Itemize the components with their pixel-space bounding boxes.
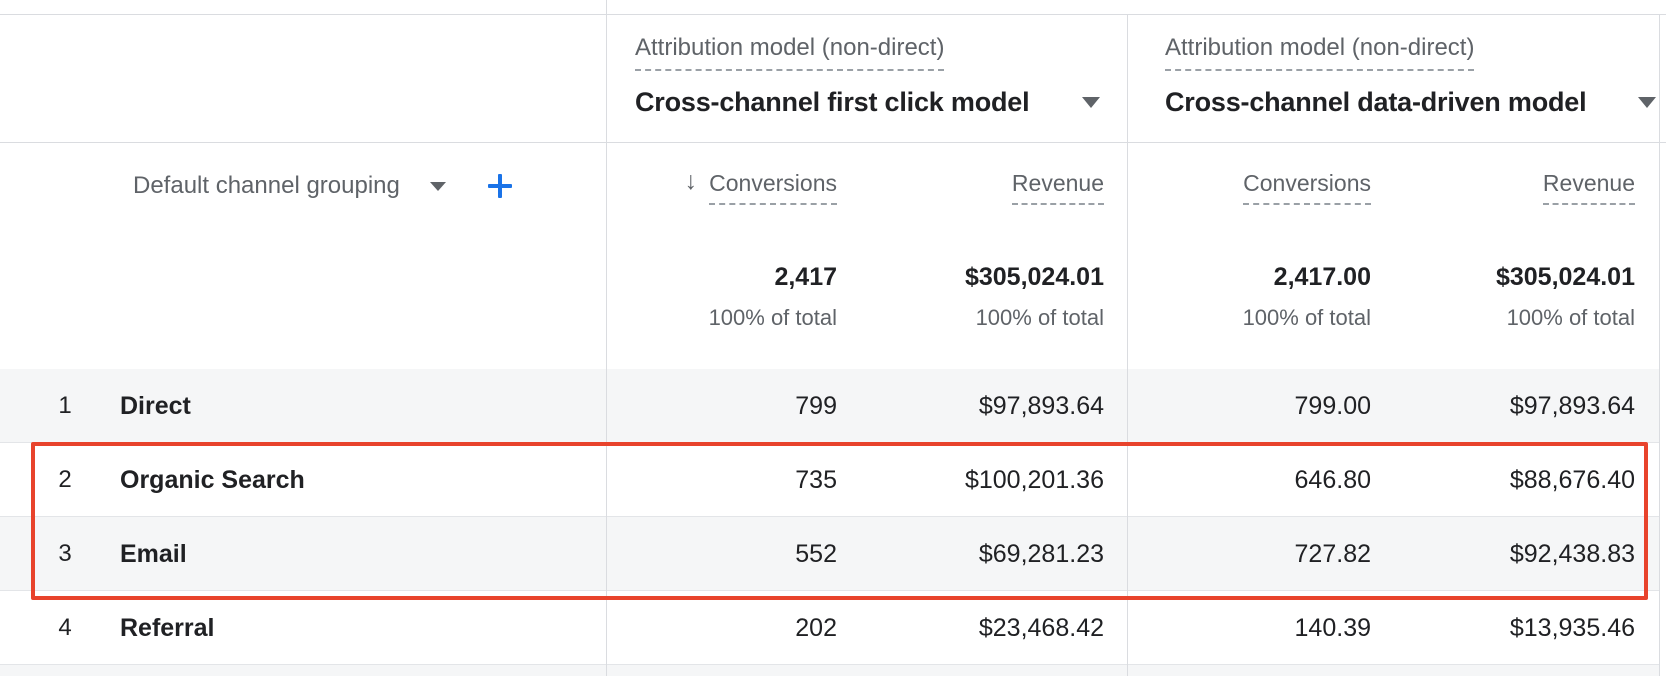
channel-grouping-selector[interactable]: Default channel grouping xyxy=(133,172,514,200)
chevron-down-icon[interactable] xyxy=(429,181,446,191)
attribution-section-data-driven: Attribution model (non-direct) Cross-cha… xyxy=(1165,34,1656,118)
channel-name: Direct xyxy=(120,392,191,420)
table-row: 3 Email 552 $69,281.23 727.82 $92,438.83 xyxy=(0,517,1666,591)
cell-conversions-first-click: 202 xyxy=(795,614,837,642)
total-percent: 100% of total xyxy=(1242,305,1371,330)
model-selector-data-driven[interactable]: Cross-channel data-driven model xyxy=(1165,87,1656,118)
column-header-label: Revenue xyxy=(1542,170,1635,205)
cell-conversions-data-driven: 646.80 xyxy=(1294,466,1371,494)
column-header-revenue-first-click[interactable]: Revenue xyxy=(1011,170,1104,205)
attribution-model-label[interactable]: Attribution model (non-direct) xyxy=(1165,34,1475,71)
channel-name: Organic Search xyxy=(120,466,305,494)
cell-conversions-first-click: 552 xyxy=(795,540,837,568)
cell-conversions-data-driven: 727.82 xyxy=(1294,540,1371,568)
cell-conversions-first-click: 735 xyxy=(795,466,837,494)
cell-conversions-data-driven: 140.39 xyxy=(1294,614,1371,642)
attribution-section-first-click: Attribution model (non-direct) Cross-cha… xyxy=(635,34,1100,118)
cell-conversions-first-click: 799 xyxy=(795,392,837,420)
total-percent: 100% of total xyxy=(975,305,1104,330)
total-revenue-data-driven: $305,024.01 100% of total xyxy=(1496,262,1635,331)
row-index: 2 xyxy=(58,466,72,493)
table-row: 4 Referral 202 $23,468.42 140.39 $13,935… xyxy=(0,591,1666,665)
dimension-column-divider xyxy=(606,0,607,676)
column-header-label: Conversions xyxy=(1243,170,1371,205)
plus-icon[interactable] xyxy=(486,172,514,200)
total-conversions-data-driven: 2,417.00 100% of total xyxy=(1243,262,1371,331)
column-header-conversions-data-driven[interactable]: Conversions xyxy=(1243,170,1371,205)
table-body: 1 Direct 799 $97,893.64 799.00 $97,893.6… xyxy=(0,369,1666,665)
chevron-down-icon[interactable] xyxy=(1082,97,1100,108)
arrow-down-icon[interactable]: ↓ xyxy=(684,167,698,195)
row-index: 4 xyxy=(58,614,72,641)
chevron-down-icon[interactable] xyxy=(1638,97,1656,108)
total-value: $305,024.01 xyxy=(1495,263,1635,291)
cell-revenue-first-click: $69,281.23 xyxy=(978,540,1104,568)
total-value: $305,024.01 xyxy=(964,263,1104,291)
cell-revenue-data-driven: $92,438.83 xyxy=(1509,540,1635,568)
header-top-divider xyxy=(0,14,1666,15)
table-right-border xyxy=(1659,14,1660,676)
header-bottom-divider xyxy=(0,142,1666,143)
cell-revenue-first-click: $97,893.64 xyxy=(978,392,1104,420)
channel-grouping-label: Default channel grouping xyxy=(133,172,400,199)
row-index: 3 xyxy=(58,540,72,567)
total-percent: 100% of total xyxy=(708,305,837,330)
total-value: 2,417.00 xyxy=(1273,263,1371,291)
next-row-peek xyxy=(0,665,1659,676)
column-header-revenue-data-driven[interactable]: Revenue xyxy=(1542,170,1635,205)
table-row: 2 Organic Search 735 $100,201.36 646.80 … xyxy=(0,443,1666,517)
cell-revenue-data-driven: $97,893.64 xyxy=(1509,392,1635,420)
total-revenue-first-click: $305,024.01 100% of total xyxy=(965,262,1104,331)
cell-revenue-first-click: $100,201.36 xyxy=(964,466,1104,494)
table-row: 1 Direct 799 $97,893.64 799.00 $97,893.6… xyxy=(0,369,1666,443)
attribution-model-label[interactable]: Attribution model (non-direct) xyxy=(635,34,945,71)
total-conversions-first-click: 2,417 100% of total xyxy=(709,262,837,331)
total-value: 2,417 xyxy=(774,263,837,291)
model-selector-first-click-label: Cross-channel first click model xyxy=(635,87,1030,117)
model-selector-first-click[interactable]: Cross-channel first click model xyxy=(635,87,1100,118)
column-header-label: Conversions xyxy=(709,170,837,205)
cell-revenue-first-click: $23,468.42 xyxy=(978,614,1104,642)
section-column-divider xyxy=(1127,14,1128,676)
cell-conversions-data-driven: 799.00 xyxy=(1294,392,1371,420)
channel-name: Email xyxy=(120,540,187,568)
column-header-label: Revenue xyxy=(1011,170,1104,205)
cell-revenue-data-driven: $88,676.40 xyxy=(1509,466,1635,494)
column-header-conversions-first-click[interactable]: ↓ Conversions xyxy=(684,167,837,205)
total-percent: 100% of total xyxy=(1506,305,1635,330)
row-index: 1 xyxy=(58,392,72,419)
cell-revenue-data-driven: $13,935.46 xyxy=(1509,614,1635,642)
model-selector-data-driven-label: Cross-channel data-driven model xyxy=(1165,87,1587,117)
channel-name: Referral xyxy=(120,614,215,642)
